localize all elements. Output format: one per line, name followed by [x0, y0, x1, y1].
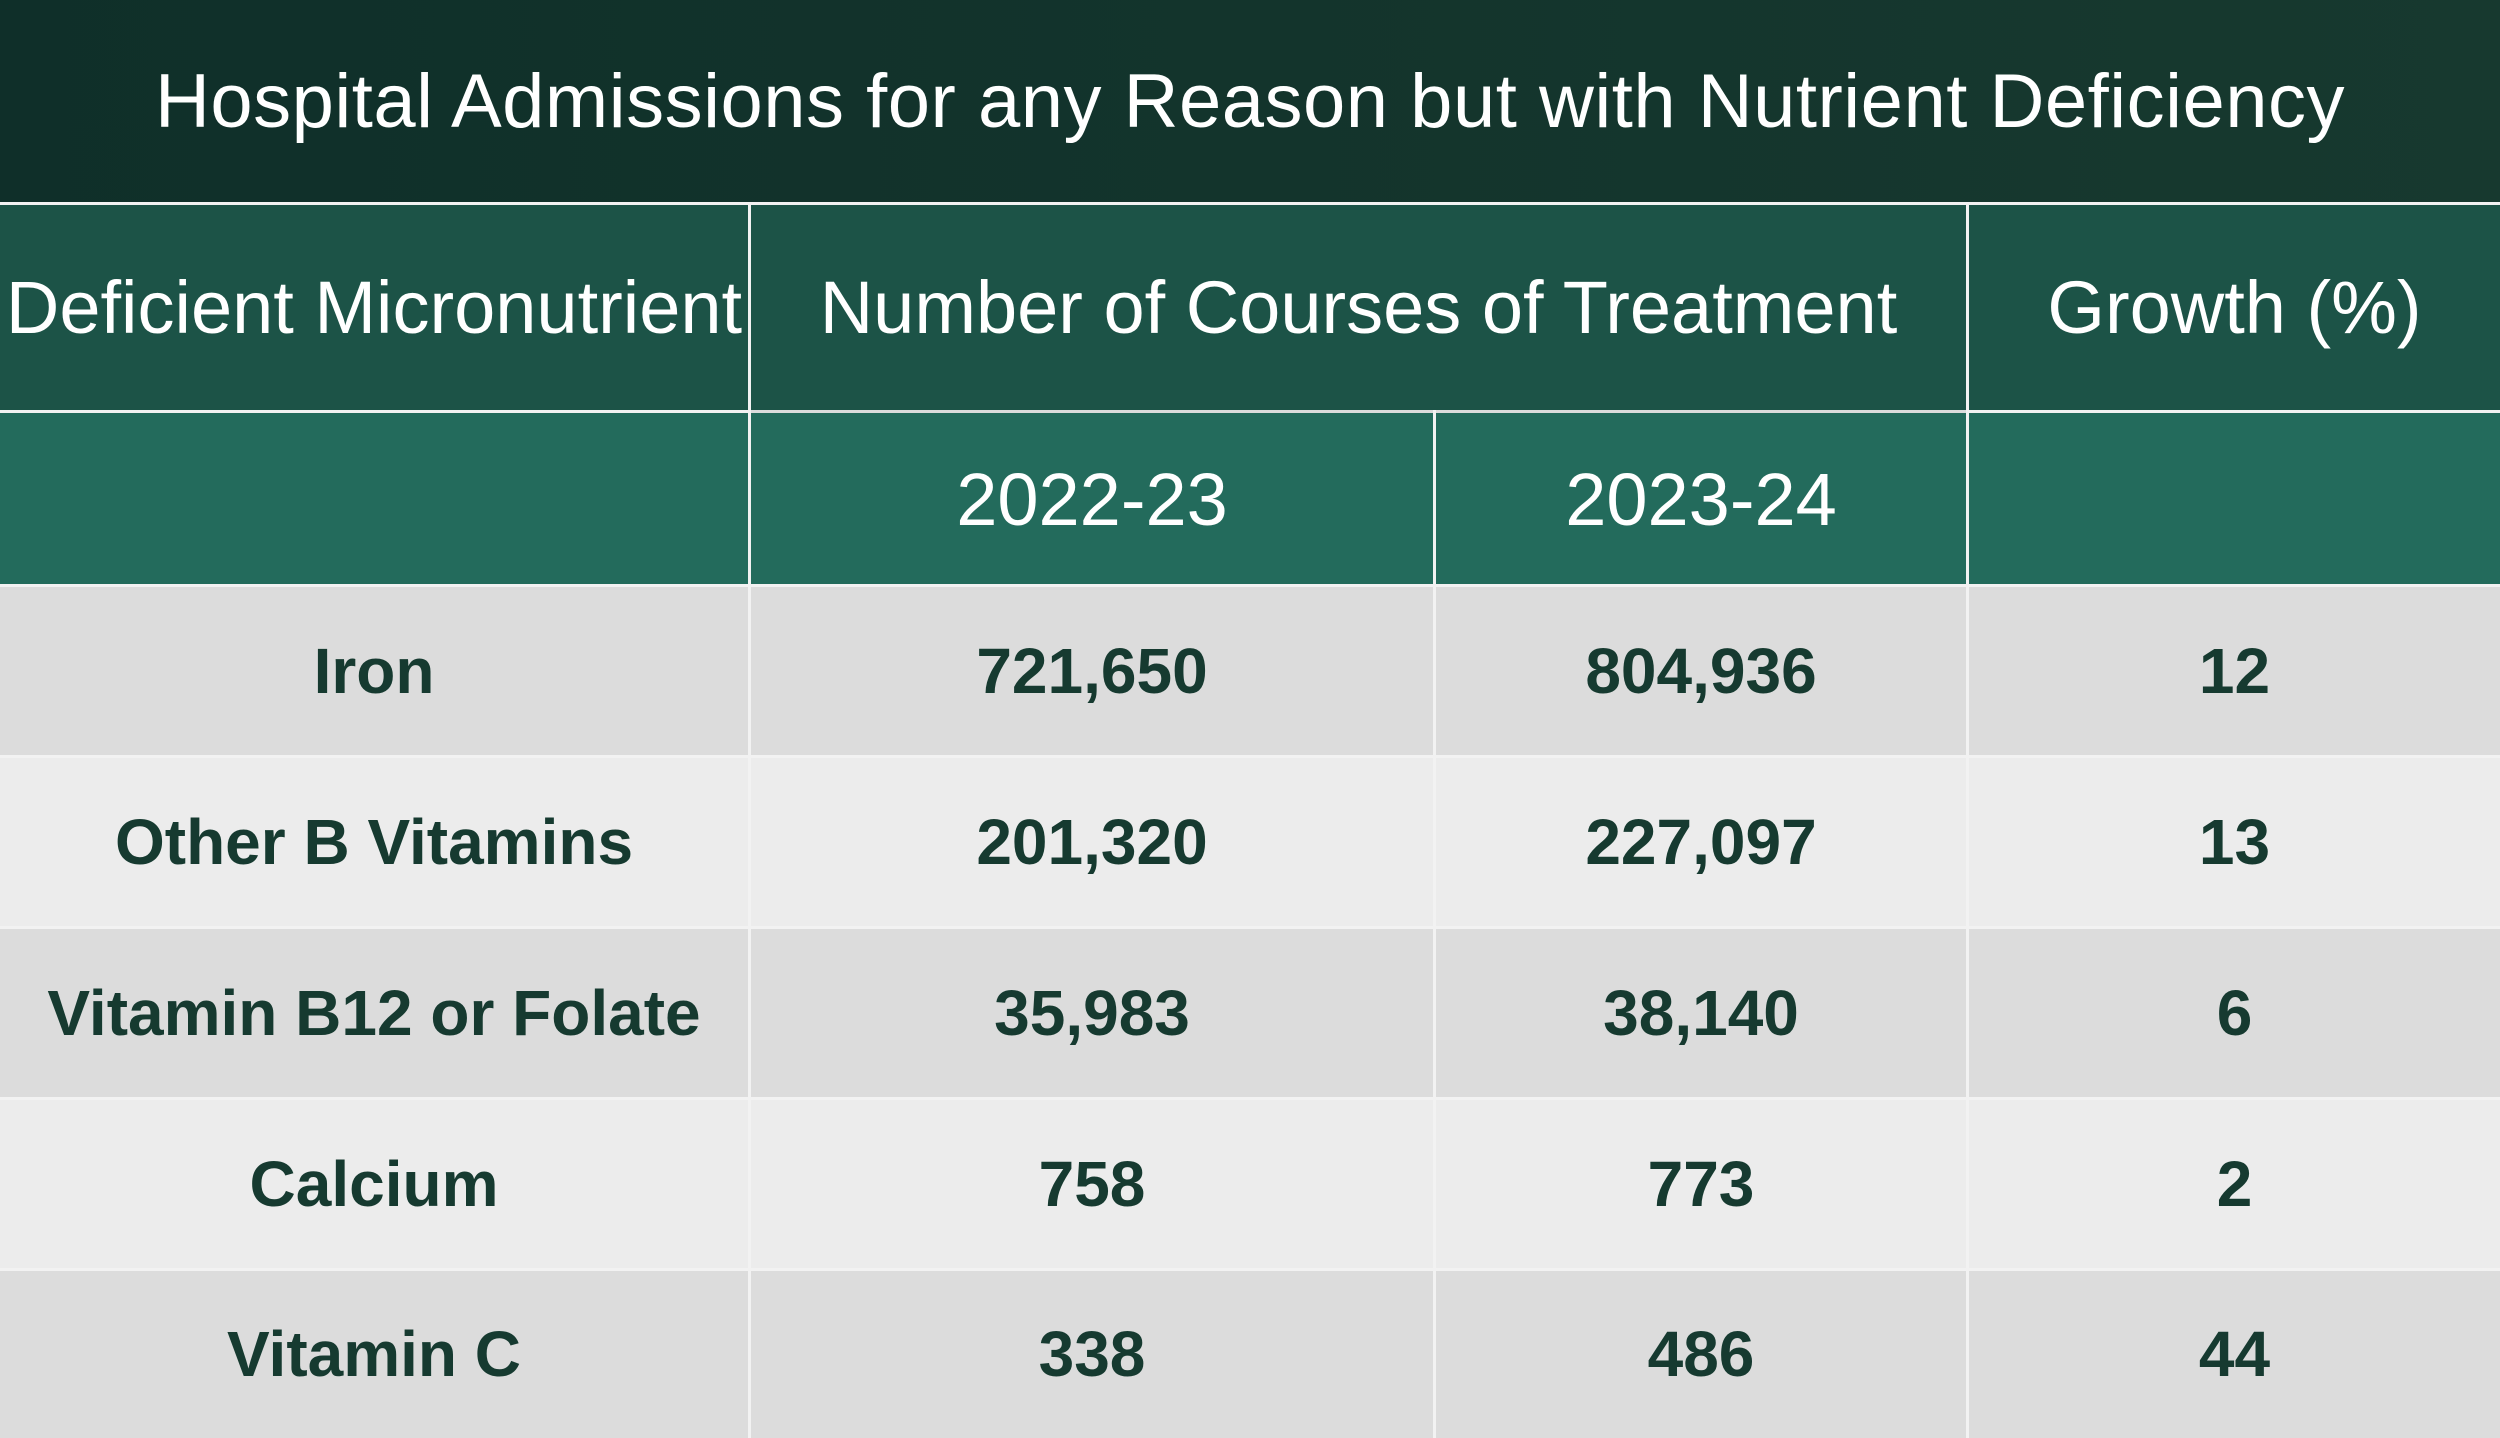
subheader-year-2023: 2023-24 — [1436, 413, 1966, 585]
divider-col-1 — [748, 202, 751, 1438]
subheader-empty-left — [0, 413, 748, 585]
row-divider — [0, 1097, 2500, 1100]
cell-2022-23: 758 — [751, 1098, 1433, 1269]
divider-header-right — [1969, 410, 2500, 413]
cell-growth: 13 — [1969, 756, 2500, 927]
subheader-empty-right — [1969, 413, 2500, 585]
row-divider-header — [0, 584, 2500, 587]
cell-growth: 2 — [1969, 1098, 2500, 1269]
row-divider — [0, 1268, 2500, 1271]
cell-micronutrient: Vitamin B12 or Folate — [0, 927, 748, 1098]
cell-2023-24: 804,936 — [1436, 585, 1966, 756]
cell-2022-23: 201,320 — [751, 756, 1433, 927]
cell-2023-24: 773 — [1436, 1098, 1966, 1269]
divider-col-2 — [1433, 410, 1436, 1438]
row-divider — [0, 755, 2500, 758]
subheader-year-2022: 2022-23 — [751, 413, 1433, 585]
cell-micronutrient: Other B Vitamins — [0, 756, 748, 927]
table-title: Hospital Admissions for any Reason but w… — [154, 58, 2346, 144]
divider-col-3 — [1966, 202, 1969, 1438]
cell-micronutrient: Vitamin C — [0, 1269, 748, 1438]
header-courses: Number of Courses of Treatment — [751, 205, 1966, 410]
cell-2022-23: 35,983 — [751, 927, 1433, 1098]
cell-micronutrient: Calcium — [0, 1098, 748, 1269]
cell-growth: 12 — [1969, 585, 2500, 756]
divider-title — [0, 202, 2500, 205]
row-divider — [0, 926, 2500, 929]
cell-growth: 6 — [1969, 927, 2500, 1098]
cell-micronutrient: Iron — [0, 585, 748, 756]
cell-2022-23: 338 — [751, 1269, 1433, 1438]
cell-2023-24: 227,097 — [1436, 756, 1966, 927]
cell-2023-24: 38,140 — [1436, 927, 1966, 1098]
title-bar: Hospital Admissions for any Reason but w… — [0, 0, 2500, 202]
divider-header-left — [0, 410, 748, 413]
cell-2023-24: 486 — [1436, 1269, 1966, 1438]
cell-growth: 44 — [1969, 1269, 2500, 1438]
header-micronutrient: Deficient Micronutrient — [0, 205, 748, 410]
cell-2022-23: 721,650 — [751, 585, 1433, 756]
header-growth: Growth (%) — [1969, 205, 2500, 410]
